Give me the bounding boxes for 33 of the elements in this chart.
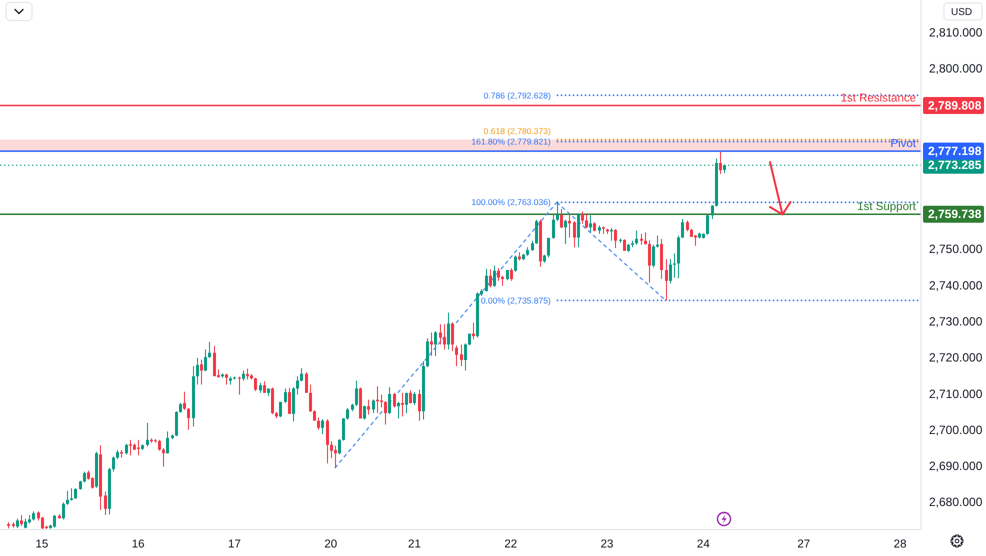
- x-tick-label: 23: [600, 538, 614, 551]
- y-tick-label: 2,810.000: [929, 25, 983, 40]
- ref-line-label: 1st Support: [857, 201, 917, 214]
- x-tick-label: 16: [132, 538, 145, 551]
- y-tick-label: 2,773.285: [928, 158, 982, 172]
- y-tick-label: 2,710.000: [929, 386, 983, 401]
- y-tick-label: 2,690.000: [929, 459, 983, 474]
- x-tick-label: 27: [797, 538, 810, 551]
- y-tick-label: 2,777.198: [928, 144, 982, 158]
- x-tick-label: 15: [35, 538, 48, 551]
- x-tick-label: 20: [324, 538, 338, 551]
- y-tick-label: 2,759.738: [928, 207, 982, 222]
- y-tick-label: 2,800.000: [929, 62, 983, 76]
- x-tick-label: 22: [504, 538, 518, 551]
- series-label: 0.00% (2,735.875): [480, 295, 551, 306]
- x-tick-label: 24: [696, 538, 710, 551]
- y-tick-label: 2,730.000: [929, 314, 983, 329]
- ref-line-label: Pivot: [890, 138, 917, 150]
- y-tick-label: 2,789.808: [928, 98, 982, 112]
- ref-line-label: 1st Resistance: [840, 92, 916, 105]
- y-tick-label: 2,720.000: [929, 350, 983, 365]
- series-label: 100.00% (2,763.036): [471, 197, 551, 208]
- y-tick-label: 2,740.000: [929, 278, 983, 292]
- series-label: 161.80% (2,779.821): [471, 136, 551, 147]
- series-label: 0.618 (2,780.373): [484, 126, 551, 136]
- y-tick-label: 2,680.000: [929, 495, 983, 510]
- x-tick-label: 28: [894, 538, 906, 551]
- x-tick-label: 17: [228, 538, 241, 551]
- y-tick-label: 2,700.000: [929, 422, 983, 437]
- x-tick-label: 21: [408, 538, 421, 551]
- series-label: 0.786 (2,792.628): [484, 90, 551, 100]
- y-axis-title: USD: [951, 7, 972, 18]
- y-tick-label: 2,750.000: [929, 242, 983, 256]
